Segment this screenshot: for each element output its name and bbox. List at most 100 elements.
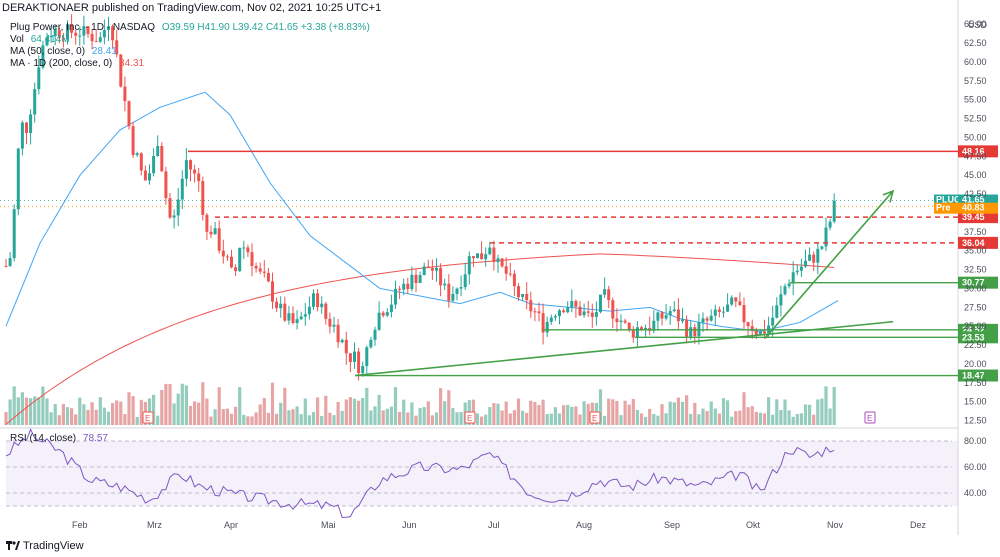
candle-body[interactable] [143, 170, 147, 181]
candle-body[interactable] [225, 256, 229, 258]
candle-body[interactable] [783, 286, 787, 295]
candle-body[interactable] [508, 273, 512, 275]
earnings-marker[interactable] [142, 411, 154, 424]
candle-body[interactable] [152, 156, 156, 174]
candle-body[interactable] [656, 312, 660, 321]
candle-body[interactable] [422, 266, 426, 276]
candle-body[interactable] [775, 305, 779, 318]
candle-body[interactable] [168, 198, 172, 218]
candle-body[interactable] [53, 30, 57, 37]
candle-body[interactable] [160, 146, 164, 172]
candle-body[interactable] [12, 209, 16, 259]
earnings-marker[interactable] [864, 411, 876, 424]
candle-body[interactable] [685, 319, 689, 337]
ma200-label[interactable]: MA · 1D (200, close, 0) [10, 58, 113, 69]
candle-body[interactable] [763, 331, 766, 334]
candle-body[interactable] [545, 321, 549, 333]
candle-body[interactable] [324, 303, 328, 319]
candle-body[interactable] [603, 289, 607, 295]
candle-body[interactable] [86, 26, 90, 34]
candle-body[interactable] [471, 256, 475, 259]
candle-body[interactable] [234, 267, 238, 272]
candle-body[interactable] [447, 283, 451, 301]
level-tag[interactable] [958, 331, 998, 344]
candle-body[interactable] [250, 252, 254, 266]
candle-body[interactable] [353, 351, 356, 362]
candle-body[interactable] [529, 300, 533, 312]
candle-body[interactable] [799, 266, 803, 271]
rsi-label[interactable]: RSI (14, close) [10, 433, 77, 444]
candle-body[interactable] [590, 312, 594, 317]
candle-body[interactable] [558, 310, 561, 317]
level-tag[interactable] [958, 211, 998, 224]
candle-body[interactable] [201, 181, 205, 215]
candle-body[interactable] [164, 171, 168, 199]
candle-body[interactable] [246, 247, 250, 253]
candle-body[interactable] [480, 253, 484, 260]
candle-body[interactable] [771, 317, 775, 326]
candle-body[interactable] [328, 318, 332, 327]
candle-body[interactable] [20, 122, 24, 149]
candle-body[interactable] [402, 283, 406, 290]
candle-body[interactable] [336, 324, 340, 343]
candle-body[interactable] [730, 297, 734, 305]
candle-body[interactable] [463, 274, 467, 288]
candle-body[interactable] [521, 293, 525, 298]
candle-body[interactable] [209, 231, 213, 235]
candle-body[interactable] [406, 283, 410, 290]
candle-body[interactable] [230, 256, 233, 268]
candle-body[interactable] [492, 247, 496, 263]
candle-body[interactable] [193, 169, 197, 174]
price-tag[interactable] [958, 194, 998, 206]
candle-body[interactable] [640, 327, 643, 330]
level-tag[interactable] [958, 276, 998, 289]
candle-body[interactable] [344, 339, 348, 354]
candle-body[interactable] [832, 200, 836, 222]
candle-body[interactable] [242, 247, 246, 249]
candle-body[interactable] [123, 86, 127, 102]
candle-body[interactable] [148, 173, 151, 181]
candle-body[interactable] [512, 273, 516, 287]
candle-body[interactable] [29, 114, 33, 133]
candle-body[interactable] [78, 35, 82, 37]
candle-body[interactable] [746, 322, 750, 327]
candle-body[interactable] [660, 312, 664, 319]
candle-body[interactable] [49, 36, 53, 38]
candle-body[interactable] [517, 286, 520, 298]
volume-label[interactable]: Vol [10, 34, 24, 45]
candle-body[interactable] [283, 303, 287, 321]
candle-body[interactable] [709, 315, 713, 321]
level-tag[interactable] [958, 145, 998, 158]
ma50-label[interactable]: MA (50, close, 0) [10, 46, 86, 57]
candle-body[interactable] [258, 268, 262, 272]
candle-body[interactable] [398, 288, 402, 290]
candle-body[interactable] [414, 274, 418, 283]
candle-body[interactable] [779, 294, 783, 306]
candle-body[interactable] [307, 306, 311, 315]
candle-body[interactable] [279, 303, 283, 309]
earnings-marker[interactable] [589, 411, 601, 424]
candle-body[interactable] [533, 311, 537, 313]
candle-body[interactable] [611, 300, 615, 319]
candle-body[interactable] [373, 329, 377, 340]
candle-body[interactable] [451, 293, 455, 301]
candle-body[interactable] [271, 281, 274, 302]
candle-body[interactable] [574, 301, 578, 307]
candle-body[interactable] [418, 275, 422, 283]
candle-body[interactable] [184, 160, 188, 179]
candle-body[interactable] [377, 312, 381, 330]
candle-body[interactable] [668, 311, 672, 316]
candle-body[interactable] [549, 317, 553, 322]
candle-body[interactable] [623, 320, 627, 323]
candle-body[interactable] [262, 271, 266, 273]
candle-body[interactable] [131, 126, 135, 156]
candle-body[interactable] [734, 297, 738, 302]
candle-body[interactable] [496, 258, 500, 263]
candle-body[interactable] [672, 309, 676, 312]
candle-body[interactable] [631, 329, 635, 338]
candle-body[interactable] [812, 254, 816, 263]
price-pane[interactable] [0, 0, 958, 428]
candle-body[interactable] [70, 24, 74, 33]
candle-body[interactable] [107, 26, 110, 31]
